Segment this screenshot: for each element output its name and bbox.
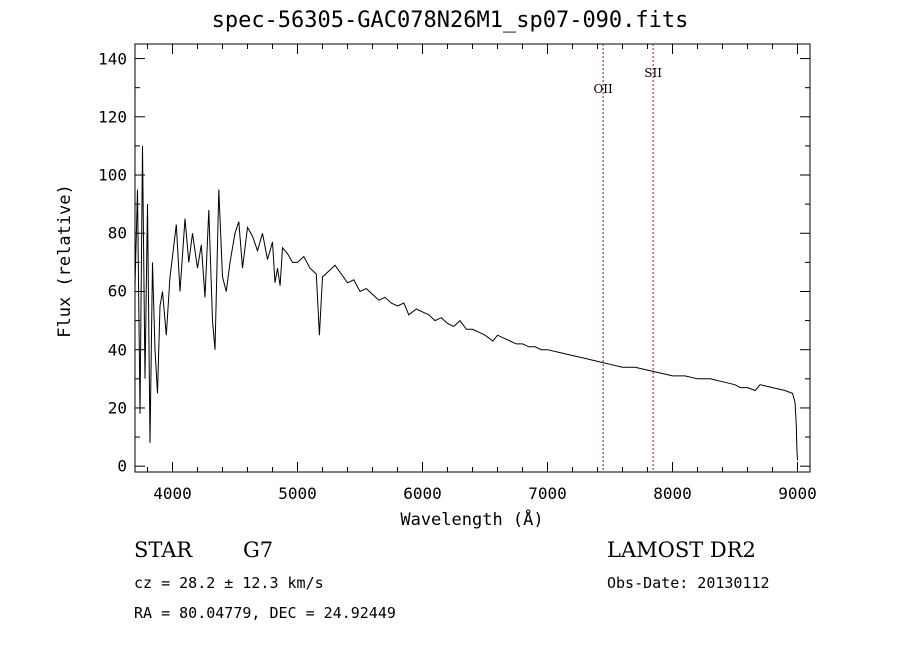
y-axis-label: Flux (relative) [55,184,75,338]
x-axis-label: Wavelength (Å) [400,510,544,530]
plot-frame [134,43,811,473]
chart-title: spec-56305-GAC078N26M1_sp07-090.fits [211,8,689,33]
object-class: STAR [134,538,193,562]
y-tick-label: 0 [117,456,127,476]
reference-label-oii: OII [593,82,613,96]
y-tick-label: 40 [107,340,127,360]
y-tick-label: 100 [98,165,127,185]
spectrum-series-line [134,145,798,461]
x-tick-label: 7000 [528,484,567,503]
x-tick-label: 9000 [778,484,817,503]
y-tick-label: 80 [107,223,127,243]
object-subclass: G7 [243,538,274,562]
axis-ticks [135,44,810,472]
observation-date: Obs-Date: 20130112 [607,574,770,592]
x-tick-label: 4000 [153,484,192,503]
x-tick-label: 6000 [403,484,442,503]
reference-label-sii: SII [644,66,662,80]
y-tick-label: 60 [107,281,127,301]
y-tick-label: 20 [107,398,127,418]
coordinates-readout: RA = 80.04779, DEC = 24.92449 [134,604,396,622]
velocity-readout: cz = 28.2 ± 12.3 km/s [134,574,324,592]
x-tick-label: 5000 [278,484,317,503]
reference-lines [602,44,654,472]
y-tick-label: 140 [98,49,127,69]
x-tick-label: 8000 [653,484,692,503]
y-tick-label: 120 [98,107,127,127]
survey-name: LAMOST DR2 [607,538,756,562]
